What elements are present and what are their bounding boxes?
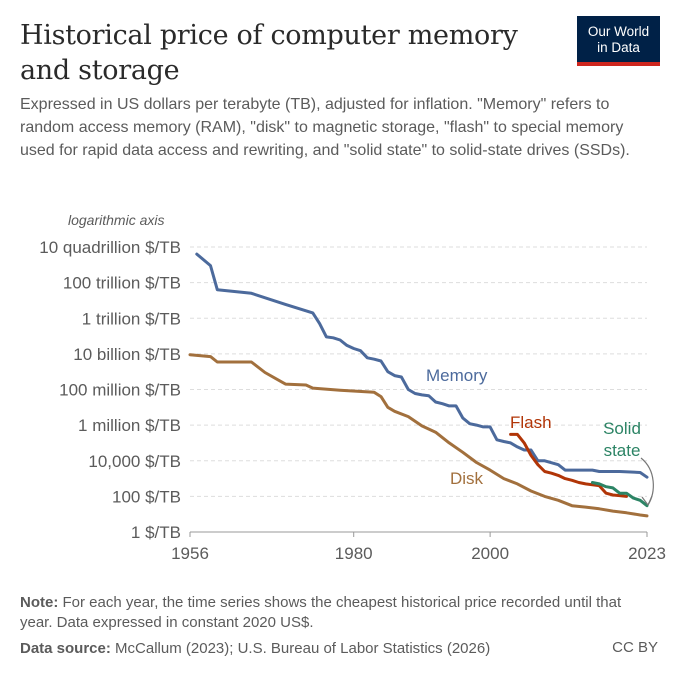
series-line-disk[interactable] — [188, 353, 649, 518]
y-tick-label: 100 trillion $/TB — [63, 274, 181, 293]
footer-note: Note: For each year, the time series sho… — [20, 593, 650, 633]
grid-layer — [190, 246, 647, 497]
series-line-memory[interactable] — [195, 252, 649, 479]
y-tick-label: 1 $/TB — [131, 523, 181, 542]
solid-state-arrowhead — [641, 495, 653, 506]
series-label-solid-state: Solid — [603, 419, 641, 438]
y-tick-label: 10 billion $/TB — [73, 345, 181, 364]
x-tick-label: 2023 — [628, 544, 666, 563]
series-line-flash[interactable] — [509, 432, 628, 498]
y-tick-label: 100 million $/TB — [59, 381, 181, 400]
series-label-memory: Memory — [426, 366, 488, 385]
logo-line-2: in Data — [597, 40, 640, 55]
chart-title-line-1: Historical price of computer memory — [20, 20, 518, 51]
x-tick-label: 1956 — [171, 544, 209, 563]
series-label-disk: Disk — [450, 469, 484, 488]
series-label-flash: Flash — [510, 413, 552, 432]
logo-line-1: Our World — [587, 24, 650, 39]
series-layer — [188, 252, 649, 518]
chart-subtitle: Expressed in US dollars per terabyte (TB… — [20, 96, 630, 159]
axis-layer: logarithmic axis 1 $/TB 100 $/TB 10,000 $/T… — [39, 212, 666, 563]
chart-title: Historical price of computer memory and … — [20, 18, 540, 88]
series-label-solid-state: state — [604, 441, 641, 460]
owid-logo[interactable]: Our World in Data — [577, 16, 660, 66]
license-link[interactable]: CC BY — [612, 639, 658, 656]
y-tick-label: 1 million $/TB — [78, 416, 181, 435]
note-label: Note: — [20, 594, 59, 611]
y-tick-label: 100 $/TB — [112, 487, 181, 506]
x-tick-label: 2000 — [471, 544, 509, 563]
y-tick-label: 10 quadrillion $/TB — [39, 238, 181, 257]
x-tick-label: 1980 — [335, 544, 373, 563]
note-text: For each year, the time series shows the… — [20, 594, 622, 631]
series-line-solid-state[interactable] — [590, 481, 649, 508]
series-label-layer: Memory Disk Flash Solid state — [426, 366, 654, 506]
y-tick-label: 10,000 $/TB — [88, 452, 181, 471]
source-text: McCallum (2023); U.S. Bureau of Labor St… — [115, 640, 491, 657]
chart-title-line-2: and storage — [20, 55, 180, 86]
footer-source: Data source: McCallum (2023); U.S. Burea… — [20, 639, 490, 659]
axis-note: logarithmic axis — [68, 212, 164, 228]
source-label: Data source: — [20, 640, 111, 657]
y-tick-label: 1 trillion $/TB — [82, 309, 181, 328]
